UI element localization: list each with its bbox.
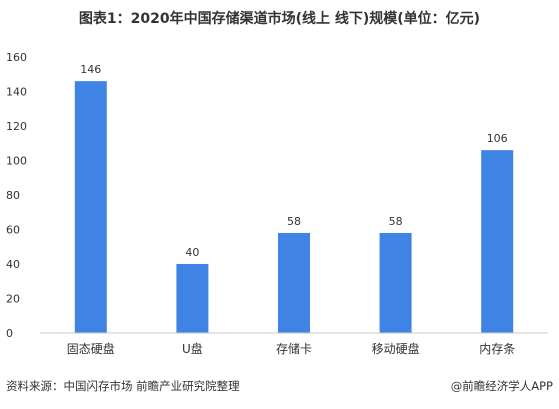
data-labels: 146 40 58 58 106 [80,63,507,259]
y-tick-label: 20 [6,293,20,306]
y-tick-label: 0 [6,327,13,340]
bar [176,264,209,333]
y-tick-label: 160 [6,51,27,64]
bar [278,232,310,333]
x-tick-label: 内存条 [479,342,515,356]
bars [74,81,514,334]
data-label: 146 [80,63,101,76]
data-label: 40 [185,246,199,259]
data-label: 106 [487,132,508,145]
x-tick-label: 存储卡 [276,341,312,356]
chart-footer: 资料来源：中国闪存市场 前瞻产业研究院整理 @前瞻经济学人APP [6,378,553,398]
data-label: 58 [389,215,403,228]
x-axis: 固态硬盘 U盘 存储卡 移动硬盘 内存条 [40,332,548,356]
y-tick-label: 140 [6,86,27,99]
y-tick-label: 80 [6,189,20,202]
y-tick-label: 60 [6,224,20,237]
bar [481,150,514,333]
x-tick-label: U盘 [182,341,203,356]
source-note: 资料来源：中国闪存市场 前瞻产业研究院整理 [6,379,240,393]
data-label: 58 [287,215,301,228]
y-axis: 0 20 40 60 80 100 120 140 160 [6,51,27,340]
y-tick-label: 100 [6,155,27,168]
brand-credit: @前瞻经济学人APP [450,379,553,393]
y-tick-label: 40 [6,258,20,271]
bar [379,232,412,333]
x-tick-label: 固态硬盘 [67,341,115,356]
bar [74,81,107,334]
y-tick-label: 120 [6,120,27,133]
x-tick-label: 移动硬盘 [372,341,420,356]
chart-title: 图表1：2020年中国存储渠道市场(线上 线下)规模(单位：亿元) [78,11,481,27]
